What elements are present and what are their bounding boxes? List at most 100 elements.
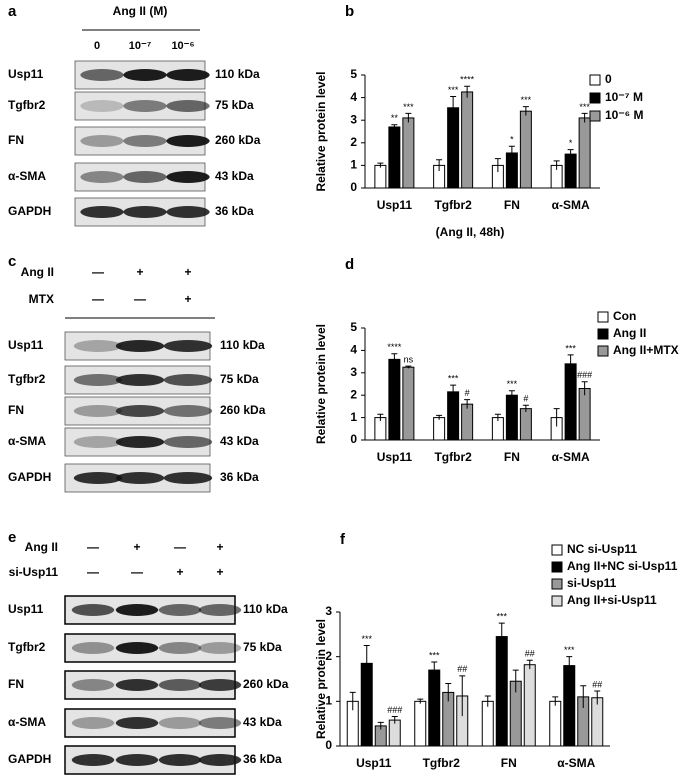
- condition-name: si-Usp11: [9, 565, 59, 579]
- blot-band: [73, 436, 123, 448]
- blot-band: [123, 171, 167, 183]
- bar: [519, 110, 532, 189]
- bar: [578, 117, 591, 189]
- x-tick-label: Usp11: [356, 756, 392, 770]
- bar: [481, 700, 494, 747]
- legend-swatch: [551, 595, 563, 607]
- panel-label: a: [8, 3, 17, 20]
- error-bar: [581, 381, 588, 396]
- blot-band: [71, 642, 115, 654]
- legend-label: 10⁻⁶ M: [605, 108, 644, 122]
- error-bar: [526, 659, 533, 670]
- kda-label: 260 kDa: [220, 403, 266, 417]
- blot-band: [80, 206, 124, 218]
- panel-label: d: [345, 256, 354, 273]
- legend-label: Con: [613, 309, 636, 323]
- error-bar: [566, 656, 573, 675]
- blot-band: [166, 100, 210, 112]
- error-bar: [498, 622, 505, 650]
- condition-mark: —: [87, 565, 99, 579]
- y-tick-label: 0: [350, 180, 357, 194]
- blot-band: [73, 405, 123, 417]
- blot-band: [166, 135, 210, 147]
- significance: *: [510, 135, 514, 145]
- row-name: Tgfbr2: [8, 372, 46, 386]
- kda-label: 110 kDa: [243, 602, 288, 616]
- legend-swatch: [597, 345, 609, 357]
- legend-label: Ang II+MTX: [613, 343, 679, 357]
- bar: [591, 697, 604, 747]
- error-bar: [405, 112, 412, 123]
- error-bar: [450, 384, 457, 399]
- significance: ***: [403, 102, 414, 112]
- y-tick-label: 5: [350, 67, 357, 81]
- kda-label: 36 kDa: [243, 752, 282, 766]
- row-name: α-SMA: [8, 715, 46, 729]
- kda-label: 75 kDa: [220, 372, 259, 386]
- condition-mark: +: [216, 565, 223, 579]
- significance: **: [391, 113, 399, 123]
- x-tick-label: FN: [504, 198, 520, 212]
- row-name: Tgfbr2: [8, 98, 46, 112]
- significance: ***: [564, 645, 575, 655]
- significance: ***: [361, 634, 372, 644]
- significance: #: [465, 388, 470, 398]
- kda-label: 75 kDa: [215, 98, 254, 112]
- error-bar: [567, 354, 574, 373]
- legend-label: 0: [605, 72, 612, 86]
- y-tick-label: 5: [350, 320, 357, 334]
- blot-band: [71, 717, 115, 729]
- blot-band: [158, 679, 202, 691]
- blot-band: [158, 717, 202, 729]
- error-bar: [405, 365, 412, 369]
- legend-label: Ang II+si-Usp11: [567, 593, 657, 607]
- blot-band: [123, 69, 167, 81]
- significance: ##: [592, 679, 602, 689]
- condition-mark: +: [184, 265, 191, 279]
- error-bar: [450, 95, 457, 120]
- y-axis-label: Relative protein level: [314, 324, 328, 444]
- legend-label: 10⁻⁷ M: [605, 90, 643, 104]
- chart-note: (Ang II, 48h): [436, 225, 505, 239]
- bar: [447, 107, 460, 189]
- row-name: α-SMA: [8, 169, 46, 183]
- blot-band: [163, 436, 213, 448]
- y-tick-label: 2: [350, 387, 357, 401]
- error-bar: [512, 669, 519, 693]
- y-axis-label: Relative protein level: [314, 619, 328, 739]
- error-bar: [377, 162, 384, 168]
- bar: [388, 358, 401, 441]
- blot-band: [163, 340, 213, 352]
- condition-mark: +: [133, 540, 140, 554]
- blot-band: [115, 340, 165, 352]
- error-bar: [553, 408, 560, 427]
- row-name: α-SMA: [8, 434, 46, 448]
- blot-band: [115, 717, 159, 729]
- error-bar: [377, 721, 384, 730]
- condition-mark: —: [92, 292, 104, 306]
- bar: [578, 387, 591, 441]
- significance: ***: [579, 102, 590, 112]
- legend-label: si-Usp11: [567, 576, 617, 590]
- blot-band: [115, 604, 159, 616]
- error-bar: [581, 112, 588, 123]
- blot-band: [80, 69, 124, 81]
- bar: [428, 669, 441, 747]
- y-tick-label: 2: [350, 135, 357, 149]
- bar: [414, 700, 427, 747]
- blot-band: [166, 69, 210, 81]
- blot-band: [158, 754, 202, 766]
- error-bar: [445, 682, 452, 702]
- kda-label: 43 kDa: [220, 434, 259, 448]
- row-name: FN: [8, 677, 24, 691]
- bar: [523, 664, 536, 747]
- blot-band: [71, 604, 115, 616]
- y-tick-label: 1: [350, 158, 357, 172]
- error-bar: [363, 645, 370, 682]
- bar: [563, 665, 576, 747]
- legend-label: NC si-Usp11: [567, 542, 637, 556]
- blot-band: [115, 679, 159, 691]
- error-bar: [594, 690, 601, 705]
- blot-band: [198, 717, 242, 729]
- bar: [519, 408, 532, 441]
